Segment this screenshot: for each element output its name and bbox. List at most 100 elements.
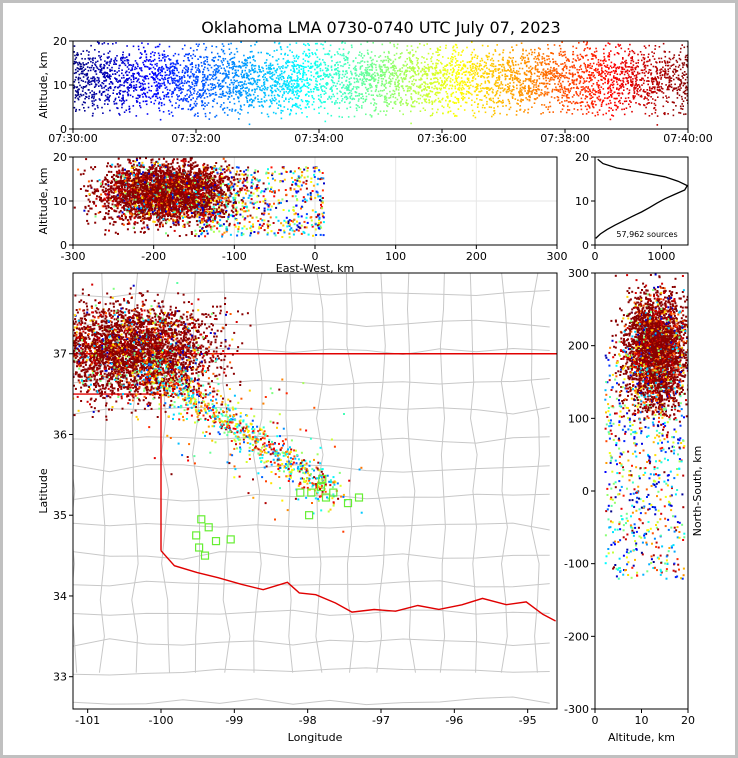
source-point (229, 59, 231, 61)
source-point (423, 98, 426, 101)
source-point (590, 74, 592, 76)
source-point (618, 67, 620, 70)
source-point (270, 89, 273, 92)
source-point (88, 97, 90, 100)
source-point (245, 62, 247, 65)
source-point (230, 42, 232, 45)
source-point (168, 113, 171, 115)
source-point (579, 58, 582, 61)
source-point (384, 98, 386, 101)
source-point (364, 83, 366, 86)
source-point (437, 97, 440, 100)
source-point (302, 73, 304, 75)
source-point (193, 73, 196, 76)
source-point (169, 63, 172, 66)
source-point (421, 95, 424, 98)
source-point (293, 57, 296, 60)
source-point (163, 82, 165, 85)
source-point (122, 54, 124, 56)
source-point (548, 80, 551, 82)
source-point (389, 42, 391, 44)
source-point (222, 72, 225, 75)
source-point (662, 66, 664, 69)
source-point (498, 68, 501, 70)
source-point (611, 84, 614, 86)
source-point (107, 52, 110, 54)
source-point (157, 45, 160, 48)
source-point (248, 79, 250, 81)
source-point (243, 82, 246, 85)
source-point (82, 101, 85, 103)
source-point (249, 73, 252, 75)
source-point (432, 82, 435, 84)
source-point (81, 90, 84, 92)
source-point (489, 70, 491, 72)
source-point (84, 101, 86, 104)
source-point (636, 89, 638, 92)
source-point (464, 65, 467, 68)
source-point (479, 84, 482, 87)
source-point (324, 120, 327, 123)
source-point (157, 73, 159, 76)
source-point (99, 71, 101, 73)
source-point (587, 104, 589, 106)
source-point (520, 89, 523, 91)
source-point (606, 97, 608, 100)
source-point (242, 89, 245, 92)
source-point (472, 77, 474, 80)
source-point (425, 93, 428, 95)
source-point (348, 64, 351, 66)
source-point (102, 82, 105, 85)
source-point (300, 89, 303, 92)
source-point (579, 91, 582, 93)
source-point (295, 105, 297, 107)
source-point (494, 65, 497, 68)
source-point (211, 77, 213, 79)
source-point (360, 43, 362, 46)
source-point (171, 78, 173, 80)
source-point (477, 103, 480, 105)
source-point (608, 58, 610, 61)
source-point (602, 77, 605, 79)
source-point (648, 44, 650, 47)
source-point (189, 63, 192, 66)
source-point (686, 65, 688, 67)
source-point (394, 103, 397, 105)
source-point (612, 70, 615, 72)
source-point (600, 86, 603, 88)
source-point (230, 67, 233, 69)
source-point (476, 57, 478, 60)
source-point (363, 75, 365, 78)
source-point (98, 98, 101, 100)
source-point (631, 66, 634, 68)
source-point (484, 107, 486, 109)
source-point (441, 81, 444, 83)
source-point (536, 97, 539, 99)
source-point (334, 101, 336, 104)
source-point (424, 71, 427, 73)
source-point (391, 74, 394, 76)
source-point (504, 88, 506, 90)
source-point (431, 72, 434, 75)
source-point (260, 100, 263, 103)
source-point (446, 77, 449, 80)
source-point (632, 68, 634, 71)
source-point (476, 65, 478, 68)
source-point (308, 49, 311, 51)
source-point (218, 55, 220, 58)
source-point (215, 114, 218, 117)
source-point (338, 102, 341, 104)
source-point (352, 88, 354, 90)
source-point (248, 93, 251, 95)
source-point (442, 106, 445, 109)
source-point (328, 50, 331, 52)
source-point (103, 75, 105, 78)
source-point (471, 56, 474, 59)
source-point (621, 72, 623, 74)
source-point (564, 62, 566, 64)
source-point (498, 86, 500, 88)
source-point (323, 72, 325, 74)
source-point (596, 82, 598, 84)
source-point (279, 73, 281, 76)
source-point (341, 77, 343, 79)
